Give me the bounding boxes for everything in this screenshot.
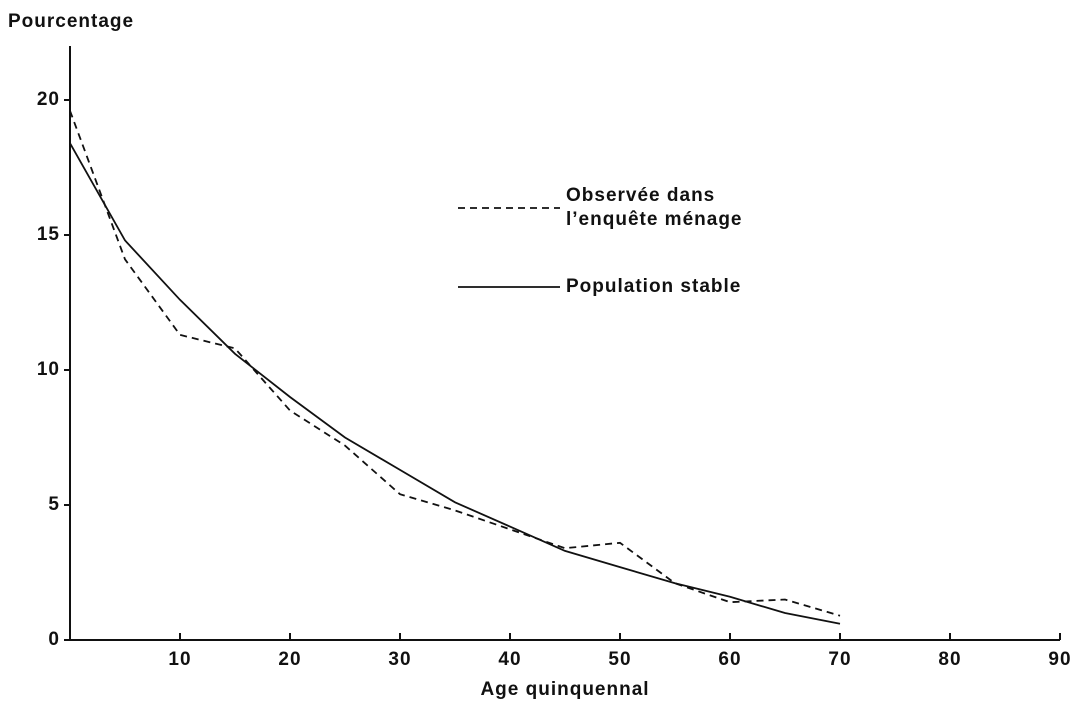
y-tick-label: 5 xyxy=(48,494,60,515)
x-tick-label: 20 xyxy=(278,649,301,670)
y-tick-label: 15 xyxy=(37,224,60,245)
x-tick-label: 40 xyxy=(498,649,521,670)
x-axis-label: Age quinquennal xyxy=(480,679,649,700)
y-axis-label: Pourcentage xyxy=(8,11,134,32)
x-tick-label: 30 xyxy=(388,649,411,670)
legend-label: Observée dans l’enquête ménage xyxy=(566,185,743,230)
data-line xyxy=(69,110,841,617)
y-tick-label: 10 xyxy=(37,359,60,380)
x-tick-label: 70 xyxy=(828,649,851,670)
data-line xyxy=(69,142,841,625)
y-tick-label: 0 xyxy=(48,629,60,650)
x-tick-label: 60 xyxy=(718,649,741,670)
x-tick-label: 10 xyxy=(168,649,191,670)
x-tick-label: 80 xyxy=(938,649,961,670)
y-tick-label: 20 xyxy=(37,89,60,110)
legend-label: Population stable xyxy=(566,276,742,297)
x-tick-label: 90 xyxy=(1048,649,1071,670)
x-tick-label: 50 xyxy=(608,649,631,670)
